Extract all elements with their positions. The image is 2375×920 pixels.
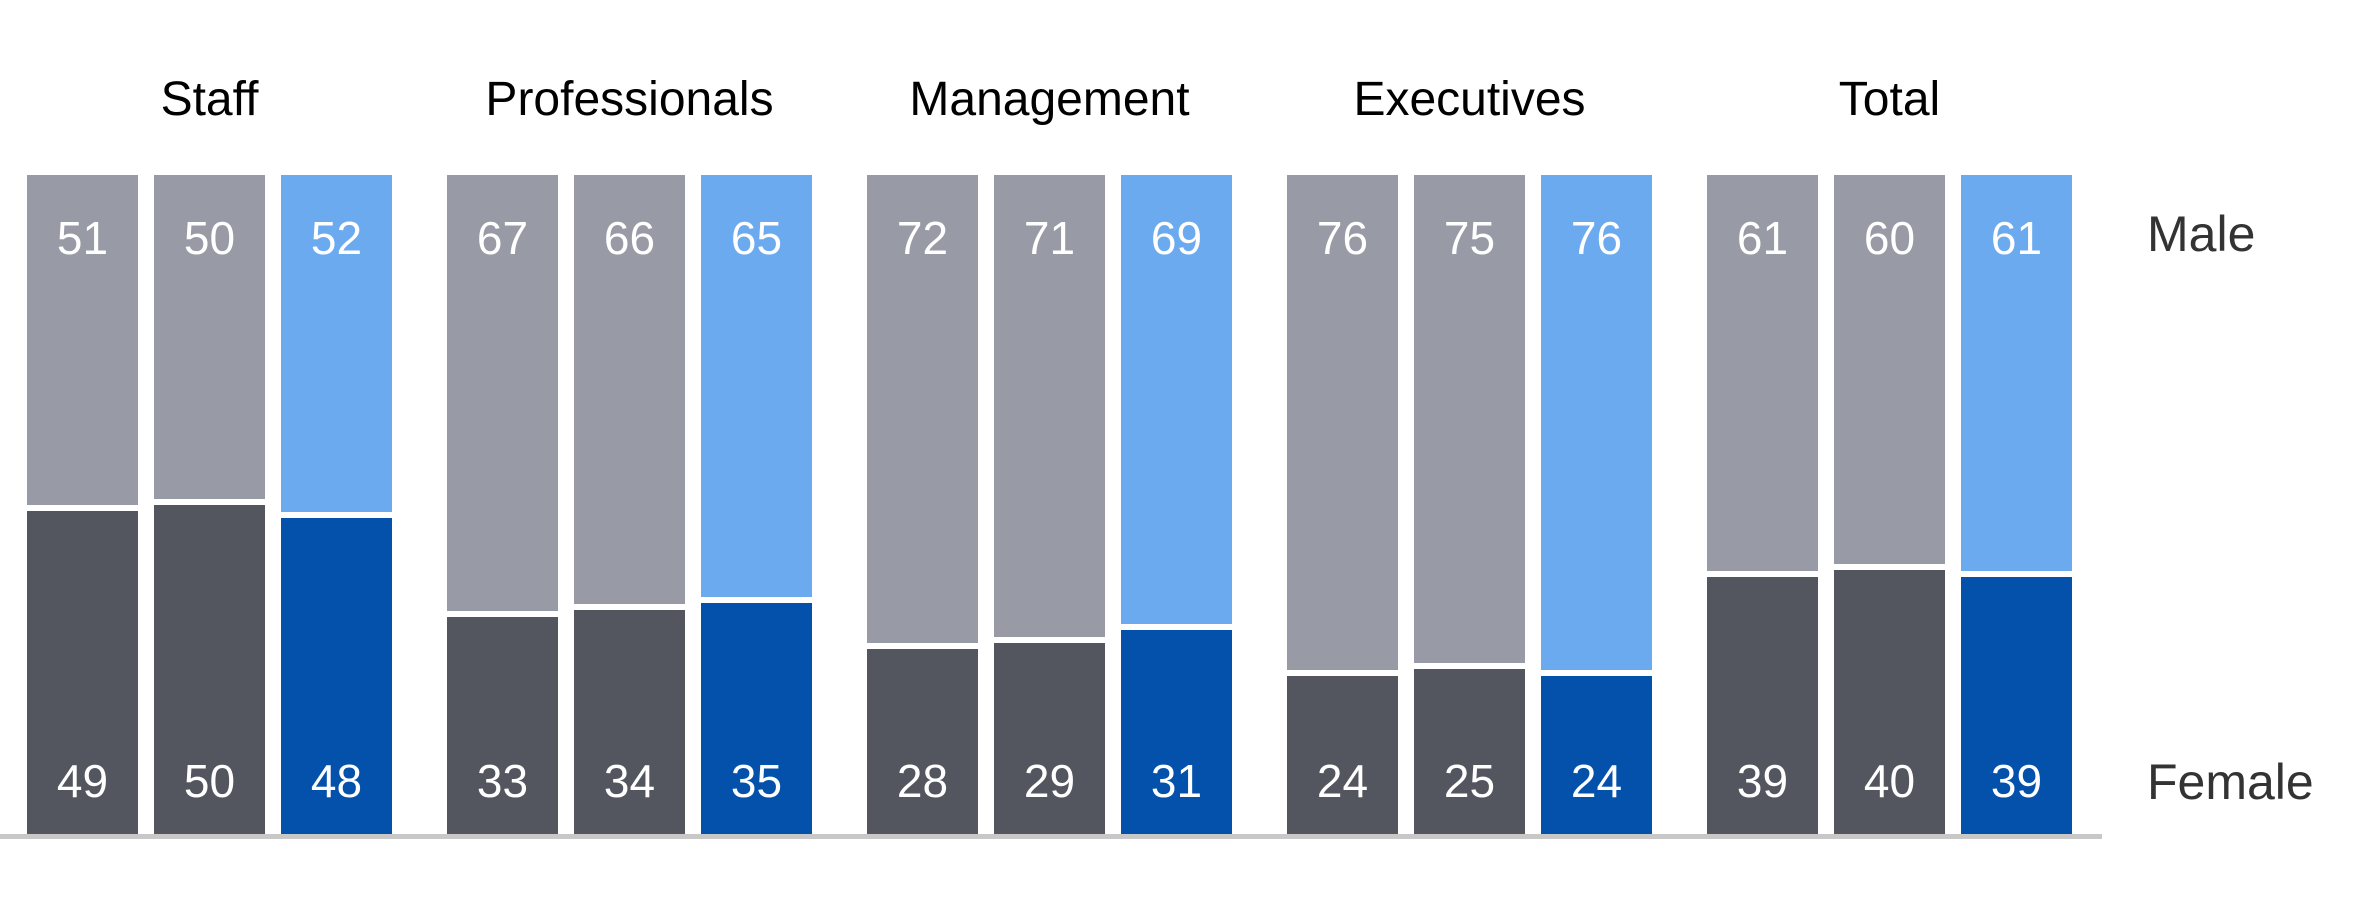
female-segment: 29 — [994, 642, 1105, 834]
male-value-label: 69 — [1150, 212, 1203, 264]
male-segment: 61 — [1707, 175, 1818, 571]
female-value-label: 29 — [1023, 755, 1076, 807]
male-segment: 52 — [281, 175, 392, 512]
male-segment: 76 — [1287, 175, 1398, 670]
female-value-label: 35 — [730, 755, 783, 807]
male-value-label: 60 — [1863, 212, 1916, 264]
female-value-label: 25 — [1443, 755, 1496, 807]
category-title: Executives — [1353, 73, 1586, 126]
male-segment: 66 — [574, 175, 685, 604]
male-segment: 72 — [867, 175, 978, 644]
stacked-bar: 60 40 — [1834, 175, 1945, 834]
female-segment: 48 — [281, 517, 392, 834]
female-value-label: 40 — [1863, 755, 1916, 807]
male-segment: 67 — [447, 175, 558, 611]
male-value-label: 51 — [56, 212, 109, 264]
stacked-bar: 76 24 — [1541, 175, 1652, 834]
category-group-professionals: Professionals 67 33 66 34 65 35 — [447, 0, 812, 920]
female-segment: 35 — [701, 603, 812, 834]
male-value-label: 52 — [310, 212, 363, 264]
male-value-label: 66 — [603, 212, 656, 264]
female-value-label: 48 — [310, 755, 363, 807]
stacked-bar: 50 50 — [154, 175, 265, 834]
category-group-management: Management 72 28 71 29 69 31 — [867, 0, 1232, 920]
female-value-label: 34 — [603, 755, 656, 807]
male-segment: 69 — [1121, 175, 1232, 624]
category-title: Staff — [160, 73, 259, 126]
male-segment: 76 — [1541, 175, 1652, 670]
stacked-bar: 65 35 — [701, 175, 812, 834]
female-segment: 28 — [867, 649, 978, 834]
category-title: Total — [1838, 73, 1941, 126]
male-value-label: 65 — [730, 212, 783, 264]
category-group-staff: Staff 51 49 50 50 52 48 — [27, 0, 392, 920]
x-axis-baseline — [0, 834, 2102, 839]
female-value-label: 28 — [896, 755, 949, 807]
male-segment: 51 — [27, 175, 138, 506]
female-segment: 24 — [1541, 675, 1652, 834]
stacked-bar: 52 48 — [281, 175, 392, 834]
female-value-label: 33 — [476, 755, 529, 807]
stacked-bar: 69 31 — [1121, 175, 1232, 834]
category-group-executives: Executives 76 24 75 25 76 24 — [1287, 0, 1652, 920]
female-segment: 25 — [1414, 669, 1525, 834]
female-value-label: 39 — [1990, 755, 2043, 807]
stacked-bar: 71 29 — [994, 175, 1105, 834]
category-group-total: Total 61 39 60 40 61 39 — [1707, 0, 2072, 920]
female-segment: 31 — [1121, 629, 1232, 834]
stacked-bar: 67 33 — [447, 175, 558, 834]
male-segment: 65 — [701, 175, 812, 598]
male-value-label: 50 — [183, 212, 236, 264]
female-segment: 49 — [27, 511, 138, 834]
series-label-male: Male — [2147, 206, 2256, 262]
male-value-label: 76 — [1570, 212, 1623, 264]
male-segment: 71 — [994, 175, 1105, 637]
series-label-female: Female — [2147, 754, 2314, 810]
male-value-label: 76 — [1316, 212, 1369, 264]
stacked-bar: 75 25 — [1414, 175, 1525, 834]
female-value-label: 24 — [1316, 755, 1369, 807]
stacked-bar: 72 28 — [867, 175, 978, 834]
male-value-label: 67 — [476, 212, 529, 264]
stacked-bar: 76 24 — [1287, 175, 1398, 834]
female-segment: 39 — [1961, 577, 2072, 834]
category-title: Professionals — [485, 73, 774, 126]
female-value-label: 50 — [183, 755, 236, 807]
female-value-label: 24 — [1570, 755, 1623, 807]
stacked-bar: 61 39 — [1707, 175, 1818, 834]
stacked-bar: 51 49 — [27, 175, 138, 834]
male-segment: 75 — [1414, 175, 1525, 664]
male-value-label: 61 — [1990, 212, 2043, 264]
male-value-label: 61 — [1736, 212, 1789, 264]
male-value-label: 75 — [1443, 212, 1496, 264]
stacked-bar: 61 39 — [1961, 175, 2072, 834]
category-title: Management — [909, 73, 1190, 126]
male-value-label: 71 — [1023, 212, 1076, 264]
male-segment: 61 — [1961, 175, 2072, 571]
female-value-label: 31 — [1150, 755, 1203, 807]
male-segment: 60 — [1834, 175, 1945, 565]
female-segment: 34 — [574, 609, 685, 834]
stacked-bar: 66 34 — [574, 175, 685, 834]
female-segment: 40 — [1834, 570, 1945, 834]
female-segment: 50 — [154, 504, 265, 834]
female-value-label: 49 — [56, 755, 109, 807]
male-segment: 50 — [154, 175, 265, 499]
male-value-label: 72 — [896, 212, 949, 264]
female-value-label: 39 — [1736, 755, 1789, 807]
female-segment: 24 — [1287, 675, 1398, 834]
female-segment: 39 — [1707, 577, 1818, 834]
female-segment: 33 — [447, 616, 558, 834]
